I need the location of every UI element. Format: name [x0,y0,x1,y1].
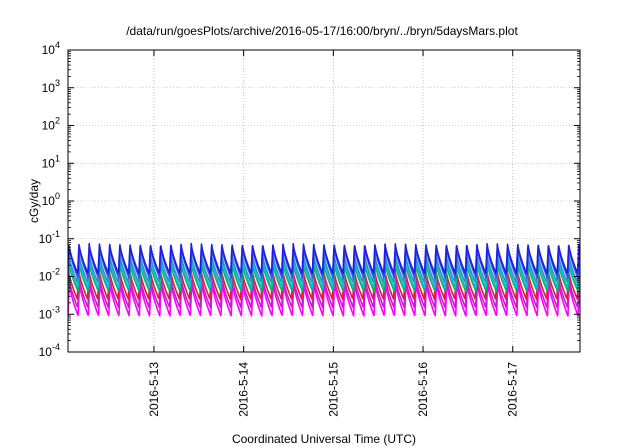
chart-title: /data/run/goesPlots/archive/2016-05-17/1… [126,24,518,38]
x-axis-ticks: 2016-5-13 2016-5-14 2016-5-15 2016-5-16 2016… [147,50,520,417]
y-tick-label: 100 [42,191,60,208]
y-tick-label: 10-3 [39,304,60,321]
y-tick-label: 10-4 [39,342,60,359]
x-tick-label: 2016-5-16 [416,362,430,417]
x-tick-label: 2016-5-14 [237,362,251,417]
grid [68,50,580,352]
series-layer [68,242,580,317]
x-axis-label: Coordinated Universal Time (UTC) [232,432,416,446]
y-tick-label: 102 [42,116,60,133]
y-tick-label: 10-2 [39,267,60,284]
series-line [68,242,580,275]
y-tick-label: 10-1 [39,229,60,246]
x-tick-label: 2016-5-17 [506,362,520,417]
plot-frame [67,49,581,353]
x-tick-label: 2016-5-15 [326,362,340,417]
y-tick-label: 101 [42,153,60,170]
y-tick-label: 103 [42,78,60,95]
x-tick-label: 2016-5-13 [147,362,161,417]
y-tick-label: 104 [42,40,60,57]
y-axis-label: cGy/day [27,179,41,223]
